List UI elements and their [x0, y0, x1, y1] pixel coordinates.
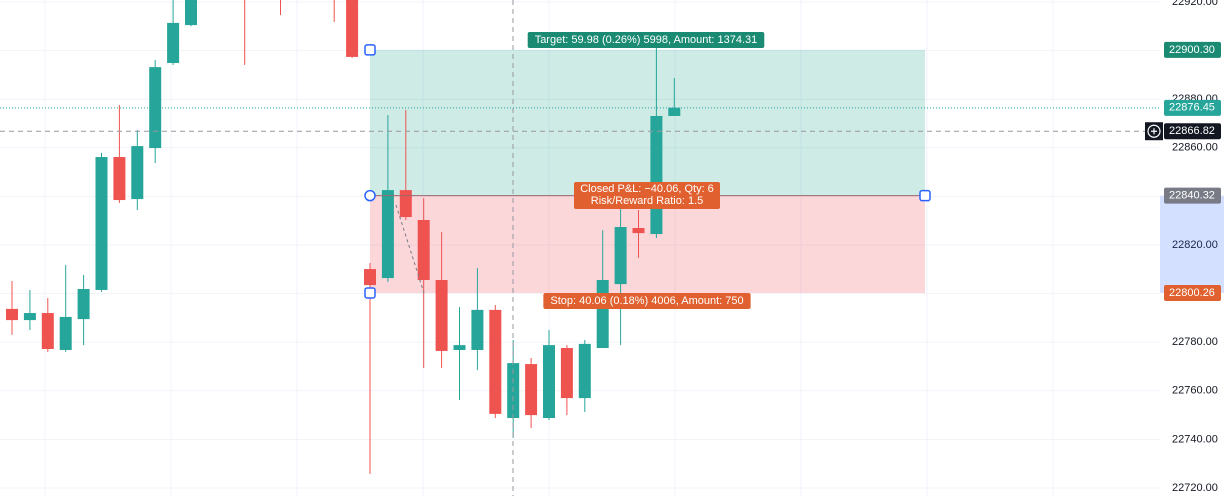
- crosshair-price: 22866.82: [1169, 125, 1215, 137]
- target-price-box: [1164, 41, 1221, 58]
- y-tick-label: 22820.00: [1172, 239, 1218, 251]
- stop-price-box: [1164, 284, 1221, 301]
- candle-body: [435, 279, 448, 351]
- y-tick-label: 22740.00: [1172, 433, 1218, 445]
- candle-body: [95, 157, 108, 290]
- candle-body: [489, 309, 502, 414]
- last-price-box: [1164, 99, 1221, 116]
- target-label-box: [527, 32, 765, 48]
- candle-body: [453, 345, 466, 350]
- stop-label: Stop: 40.06 (0.18%) 4006, Amount: 750: [550, 295, 743, 307]
- axis-background: [1160, 0, 1224, 496]
- handle[interactable]: [919, 189, 931, 202]
- candle-body: [113, 157, 126, 201]
- candle-body: [560, 348, 573, 399]
- y-tick-label: 22720.00: [1172, 482, 1218, 494]
- y-tick-label: 22760.00: [1172, 385, 1218, 397]
- candle-body: [399, 190, 412, 218]
- axis-selection: [1160, 195, 1224, 293]
- candle-body: [525, 364, 538, 416]
- candle-body: [77, 288, 90, 320]
- candle-body: [23, 313, 36, 321]
- stop-price: 22800.26: [1169, 287, 1215, 299]
- candle-body: [578, 343, 591, 399]
- crosshair-price-box: [1164, 123, 1221, 140]
- candle-body: [650, 115, 663, 235]
- pnl-box: [574, 182, 720, 209]
- entry-price-box: [1164, 187, 1221, 204]
- candle-body: [471, 309, 484, 350]
- position-zones: [370, 49, 925, 293]
- candle-body: [364, 269, 376, 286]
- handle[interactable]: [364, 287, 376, 299]
- candle-body: [632, 227, 645, 234]
- price-axis: 22920.0022900.0022880.0022860.0022840.00…: [1145, 0, 1224, 496]
- candle-body: [381, 190, 394, 279]
- y-tick-label: 22920.00: [1172, 0, 1218, 8]
- candle-body: [346, 0, 359, 57]
- candle-body: [131, 146, 144, 200]
- candle-body: [614, 227, 627, 285]
- candle-body: [6, 308, 18, 321]
- add-button[interactable]: [1147, 124, 1161, 138]
- target-label: Target: 59.98 (0.26%) 5998, Amount: 1374…: [535, 34, 758, 46]
- stop-zone: [370, 195, 925, 293]
- candle-body: [167, 22, 180, 63]
- add-button-plus: [1151, 128, 1157, 135]
- candle-body: [543, 345, 555, 419]
- y-tick-label: 22860.00: [1172, 142, 1218, 154]
- candle-body: [596, 279, 609, 349]
- candle-body: [185, 0, 197, 26]
- handle[interactable]: [364, 189, 376, 202]
- target-price: 22900.30: [1169, 44, 1215, 56]
- candle-body: [417, 219, 430, 280]
- candle-body: [59, 316, 72, 350]
- candle-body: [41, 313, 54, 350]
- target-zone: [370, 49, 925, 196]
- ratio-label: Risk/Reward Ratio: 1.5: [591, 195, 704, 207]
- candle-body: [668, 107, 681, 116]
- stop-label-box: [543, 293, 751, 309]
- candle-body: [149, 67, 162, 149]
- last-price: 22876.45: [1169, 102, 1215, 114]
- overlay: Target: 59.98 (0.26%) 5998, Amount: 1374…: [0, 0, 1160, 496]
- pnl-label: Closed P&L: −40.06, Qty: 6: [580, 183, 714, 195]
- handle[interactable]: [364, 44, 376, 56]
- y-tick-label: 22780.00: [1172, 336, 1218, 348]
- entry-price: 22840.32: [1169, 190, 1215, 202]
